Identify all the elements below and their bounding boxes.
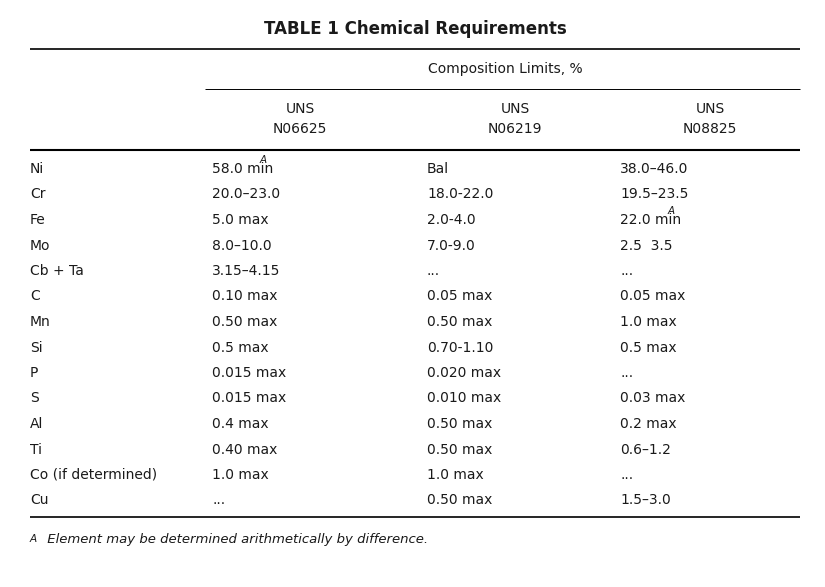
Text: 0.03 max: 0.03 max <box>620 392 686 406</box>
Text: 38.0–46.0: 38.0–46.0 <box>620 162 688 176</box>
Text: 0.5 max: 0.5 max <box>212 340 269 355</box>
Text: N06219: N06219 <box>488 122 542 136</box>
Text: Co (if determined): Co (if determined) <box>30 468 157 482</box>
Text: 1.0 max: 1.0 max <box>212 468 269 482</box>
Text: 19.5–23.5: 19.5–23.5 <box>620 187 688 201</box>
Text: 0.015 max: 0.015 max <box>212 392 286 406</box>
Text: 0.50 max: 0.50 max <box>427 443 493 457</box>
Text: Fe: Fe <box>30 213 45 227</box>
Text: UNS: UNS <box>695 102 724 116</box>
Text: C: C <box>30 289 40 303</box>
Text: 0.50 max: 0.50 max <box>427 494 493 508</box>
Text: 0.020 max: 0.020 max <box>427 366 501 380</box>
Text: ...: ... <box>620 366 633 380</box>
Text: Ni: Ni <box>30 162 45 176</box>
Text: TABLE 1 Chemical Requirements: TABLE 1 Chemical Requirements <box>264 20 567 38</box>
Text: 8.0–10.0: 8.0–10.0 <box>212 238 271 252</box>
Text: UNS: UNS <box>501 102 530 116</box>
Text: Composition Limits, %: Composition Limits, % <box>427 62 582 76</box>
Text: 18.0-22.0: 18.0-22.0 <box>427 187 493 201</box>
Text: 0.50 max: 0.50 max <box>212 315 277 329</box>
Text: UNS: UNS <box>285 102 314 116</box>
Text: 1.0 max: 1.0 max <box>620 315 676 329</box>
Text: A: A <box>668 206 675 216</box>
Text: 2.0-4.0: 2.0-4.0 <box>427 213 476 227</box>
Text: Bal: Bal <box>427 162 449 176</box>
Text: 0.4 max: 0.4 max <box>212 417 269 431</box>
Text: 22.0 min: 22.0 min <box>620 213 681 227</box>
Text: A: A <box>260 155 267 165</box>
Text: 1.0 max: 1.0 max <box>427 468 483 482</box>
Text: Cu: Cu <box>30 494 49 508</box>
Text: 0.010 max: 0.010 max <box>427 392 502 406</box>
Text: ...: ... <box>427 264 440 278</box>
Text: Cb + Ta: Cb + Ta <box>30 264 84 278</box>
Text: Al: Al <box>30 417 44 431</box>
Text: N06625: N06625 <box>273 122 328 136</box>
Text: 58.0 min: 58.0 min <box>212 162 273 176</box>
Text: ...: ... <box>620 468 633 482</box>
Text: 0.70-1.10: 0.70-1.10 <box>427 340 493 355</box>
Text: ...: ... <box>212 494 225 508</box>
Text: Cr: Cr <box>30 187 45 201</box>
Text: 5.0 max: 5.0 max <box>212 213 269 227</box>
Text: 0.5 max: 0.5 max <box>620 340 676 355</box>
Text: Si: Si <box>30 340 43 355</box>
Text: 0.2 max: 0.2 max <box>620 417 676 431</box>
Text: ...: ... <box>620 264 633 278</box>
Text: 0.50 max: 0.50 max <box>427 315 493 329</box>
Text: 0.40 max: 0.40 max <box>212 443 277 457</box>
Text: 0.05 max: 0.05 max <box>620 289 686 303</box>
Text: Mn: Mn <box>30 315 51 329</box>
Text: 3.15–4.15: 3.15–4.15 <box>212 264 280 278</box>
Text: Element may be determined arithmetically by difference.: Element may be determined arithmetically… <box>43 532 428 545</box>
Text: 0.10 max: 0.10 max <box>212 289 277 303</box>
Text: N08825: N08825 <box>683 122 738 136</box>
Text: 0.05 max: 0.05 max <box>427 289 493 303</box>
Text: 0.015 max: 0.015 max <box>212 366 286 380</box>
Text: Mo: Mo <box>30 238 50 252</box>
Text: 2.5  3.5: 2.5 3.5 <box>620 238 672 252</box>
Text: A: A <box>30 534 37 544</box>
Text: 0.50 max: 0.50 max <box>427 417 493 431</box>
Text: 7.0-9.0: 7.0-9.0 <box>427 238 476 252</box>
Text: 1.5–3.0: 1.5–3.0 <box>620 494 671 508</box>
Text: 20.0–23.0: 20.0–23.0 <box>212 187 280 201</box>
Text: P: P <box>30 366 39 380</box>
Text: Ti: Ti <box>30 443 42 457</box>
Text: 0.6–1.2: 0.6–1.2 <box>620 443 671 457</box>
Text: S: S <box>30 392 39 406</box>
